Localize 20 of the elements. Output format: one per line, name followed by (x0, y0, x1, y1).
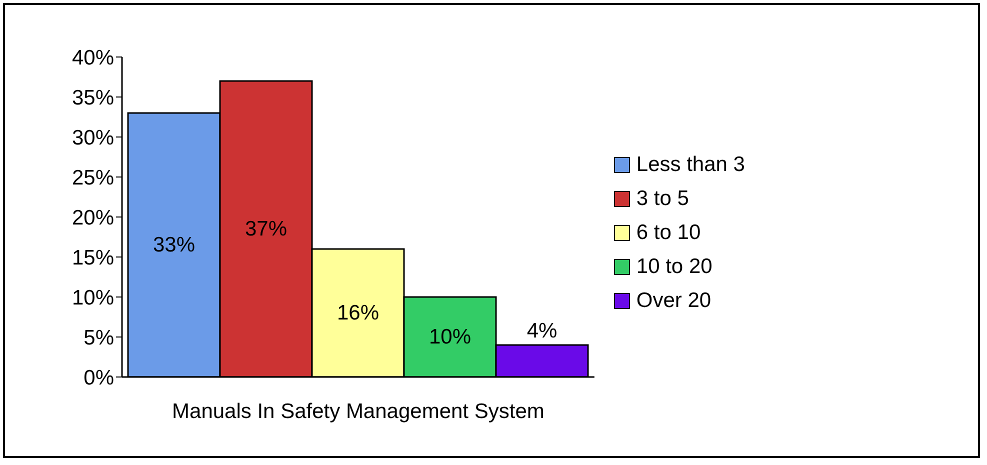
y-tick-label: 40% (72, 46, 114, 70)
y-tick-label: 35% (72, 86, 114, 110)
y-tick-label: 25% (72, 166, 114, 190)
data-label: 37% (244, 218, 288, 240)
y-tick-label: 30% (72, 126, 114, 150)
legend-label: Over 20 (636, 288, 712, 314)
y-tick-label: 15% (72, 246, 114, 270)
data-label: 33% (152, 234, 196, 256)
x-tick-label: Manuals In Safety Management System (172, 400, 544, 423)
y-tick-label: 5% (84, 326, 114, 350)
data-label: 10% (428, 326, 472, 348)
data-label: 4% (526, 320, 558, 342)
legend-label: 6 to 10 (636, 220, 701, 246)
y-tick-label: 0% (84, 366, 114, 390)
data-label: 16% (336, 302, 380, 324)
legend-label: 10 to 20 (636, 254, 712, 280)
legend-label: Less than 3 (636, 152, 745, 178)
y-tick-label: 20% (72, 206, 114, 230)
y-tick-label: 10% (72, 286, 114, 310)
legend-label: 3 to 5 (636, 186, 689, 212)
